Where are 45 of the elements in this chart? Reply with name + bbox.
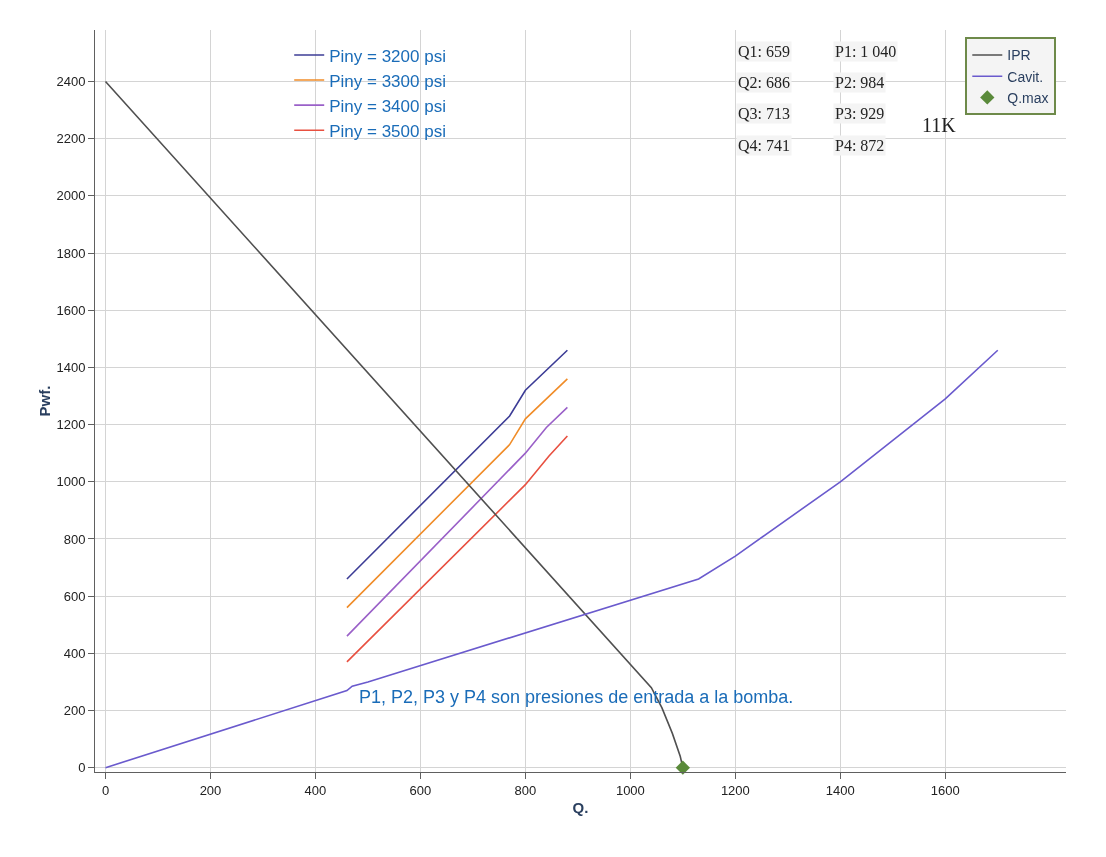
y-tick-label: 200 [63, 703, 86, 719]
legend-label: IPR [1007, 47, 1031, 64]
x-tick-label: 400 [304, 782, 327, 798]
y-tick-label: 2400 [56, 74, 86, 90]
x-tick-label: 1600 [930, 782, 960, 798]
annotation: P2: 984 [835, 74, 885, 91]
legend-label: Cavit. [1007, 68, 1044, 85]
legend-label: Piny = 3500 psi [329, 121, 446, 141]
y-tick-label: 1400 [56, 359, 86, 375]
annotation: 11K [922, 114, 957, 136]
y-tick-label: 600 [63, 588, 86, 604]
x-tick-label: 1400 [825, 782, 855, 798]
annotation: Q4: 741 [738, 137, 790, 154]
line-series [346, 378, 569, 609]
x-tick-label: 1000 [615, 782, 645, 798]
annotation: P1: 1 040 [835, 43, 897, 60]
y-tick-label: 1200 [56, 417, 86, 433]
line-series [346, 406, 569, 637]
legend-label: Piny = 3300 psi [329, 71, 446, 91]
y-tick-label: 800 [63, 531, 86, 547]
x-tick-label: 800 [514, 782, 537, 798]
x-axis-title: Q. [572, 798, 589, 816]
annotation: Q2: 686 [738, 74, 790, 91]
annotation: Q3: 713 [738, 105, 790, 122]
x-tick-label: 200 [199, 782, 222, 798]
line-series [346, 349, 569, 580]
y-tick-label: 2200 [56, 131, 86, 147]
y-tick-label: 2000 [56, 188, 86, 204]
y-tick-label: 0 [78, 760, 86, 776]
y-tick-label: 1800 [56, 245, 86, 261]
annotation: Q1: 659 [738, 43, 790, 60]
y-axis-title: Pwf. [35, 385, 53, 417]
y-tick-label: 400 [63, 645, 86, 661]
annotation: P4: 872 [835, 137, 885, 154]
legend-label: Piny = 3400 psi [329, 96, 446, 116]
line-series [104, 349, 999, 769]
legend-label: Piny = 3200 psi [329, 46, 446, 66]
line-series [346, 435, 569, 663]
annotation: P3: 929 [835, 105, 885, 122]
y-tick-label: 1000 [56, 474, 86, 490]
y-tick-label: 1600 [56, 302, 86, 318]
legend-label: Q.max [1007, 89, 1049, 106]
x-tick-label: 1200 [720, 782, 750, 798]
x-tick-label: 600 [409, 782, 432, 798]
x-tick-label: 0 [101, 782, 110, 798]
